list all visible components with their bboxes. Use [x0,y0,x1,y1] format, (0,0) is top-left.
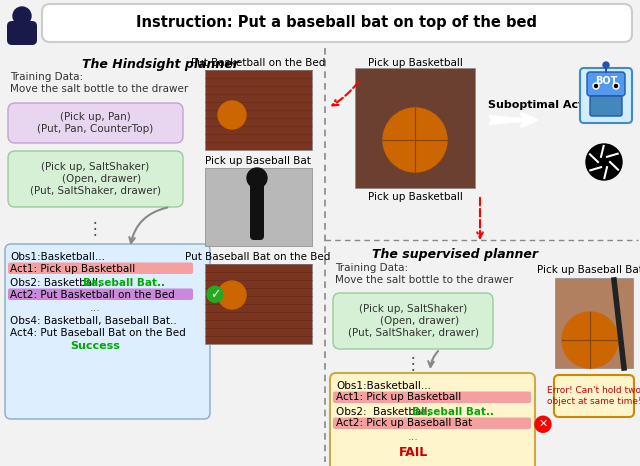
FancyBboxPatch shape [554,375,634,417]
FancyBboxPatch shape [7,21,37,45]
Text: Training Data:
Move the salt bottle to the drawer: Training Data: Move the salt bottle to t… [335,263,513,285]
Circle shape [593,83,599,89]
Text: Act1: Pick up Basketball: Act1: Pick up Basketball [10,263,135,274]
Circle shape [613,83,619,89]
Text: Suboptimal Action: Suboptimal Action [488,100,602,110]
Text: Put Baseball Bat on the Bed: Put Baseball Bat on the Bed [186,252,331,262]
Text: Obs2: Basketball,: Obs2: Basketball, [10,278,105,288]
FancyBboxPatch shape [250,170,264,240]
FancyBboxPatch shape [8,288,193,300]
Text: Error! Can't hold two
object at same time!: Error! Can't hold two object at same tim… [547,386,640,406]
Text: Pick up Basketball: Pick up Basketball [367,192,463,202]
Text: ⋮: ⋮ [404,355,421,373]
Text: Act1: Pick up Basketball: Act1: Pick up Basketball [336,392,461,403]
Text: Obs1:Basketball...: Obs1:Basketball... [336,381,431,391]
Circle shape [535,416,551,432]
Text: Pick up Baseball Bat: Pick up Baseball Bat [537,265,640,275]
FancyBboxPatch shape [330,373,535,466]
Text: Baseball Bat..: Baseball Bat.. [83,278,165,288]
Text: Obs2:  Basketball,: Obs2: Basketball, [336,407,434,417]
Text: ✓: ✓ [210,288,220,301]
Bar [555,278,633,368]
FancyBboxPatch shape [580,68,632,123]
Text: Obs1:Basketball...: Obs1:Basketball... [10,252,105,262]
Bar [205,168,312,246]
Circle shape [562,312,618,368]
Text: FAIL: FAIL [398,446,428,459]
FancyBboxPatch shape [5,244,210,419]
Circle shape [614,84,618,88]
Bar [205,264,312,344]
FancyBboxPatch shape [8,262,193,274]
FancyBboxPatch shape [8,103,183,143]
Bar [205,70,312,150]
Circle shape [247,168,267,188]
Text: Success: Success [70,341,120,351]
FancyBboxPatch shape [333,418,531,429]
Bar [355,68,475,188]
Text: ...: ... [90,303,100,313]
Text: Act2: Put Basketball on the Bed: Act2: Put Basketball on the Bed [10,289,175,300]
Text: Pick up Baseball Bat: Pick up Baseball Bat [205,156,311,166]
FancyBboxPatch shape [8,151,183,207]
Text: (Pick up, Pan)
(Put, Pan, CounterTop): (Pick up, Pan) (Put, Pan, CounterTop) [37,112,153,134]
Text: Training Data:
Move the salt bottle to the drawer: Training Data: Move the salt bottle to t… [10,72,188,94]
Text: Act4: Put Baseball Bat on the Bed: Act4: Put Baseball Bat on the Bed [10,328,186,337]
Text: ⋮: ⋮ [86,220,103,238]
FancyBboxPatch shape [42,4,632,42]
Circle shape [218,101,246,129]
Circle shape [603,62,609,68]
Text: Instruction: Put a baseball bat on top of the bed: Instruction: Put a baseball bat on top o… [136,15,538,30]
FancyBboxPatch shape [333,293,493,349]
Text: Obs4: Basketball, Baseball Bat..: Obs4: Basketball, Baseball Bat.. [10,316,177,326]
Circle shape [13,7,31,25]
Text: (Pick up, SaltShaker)
    (Open, drawer)
(Put, SaltShaker, drawer): (Pick up, SaltShaker) (Open, drawer) (Pu… [29,162,161,196]
Text: Baseball Bat..: Baseball Bat.. [412,407,494,417]
Circle shape [586,144,622,180]
Circle shape [218,281,246,309]
Text: The supervised planner: The supervised planner [372,248,538,261]
Text: ...: ... [408,432,419,442]
Text: ✕: ✕ [538,419,548,429]
Circle shape [383,108,447,172]
FancyBboxPatch shape [590,96,622,116]
Text: BOT: BOT [595,76,617,86]
FancyArrowPatch shape [490,113,537,127]
Text: The Hindsight planner: The Hindsight planner [81,58,239,71]
FancyBboxPatch shape [333,391,531,403]
Text: Pick up Basketball: Pick up Basketball [367,58,463,68]
Text: (Pick up, SaltShaker)
    (Open, drawer)
(Put, SaltShaker, drawer): (Pick up, SaltShaker) (Open, drawer) (Pu… [348,304,479,337]
Text: Put Basketball on the Bed: Put Basketball on the Bed [191,58,325,68]
Circle shape [207,286,223,302]
FancyBboxPatch shape [587,72,625,96]
Circle shape [595,84,598,88]
Text: Act2: Pick up Baseball Bat: Act2: Pick up Baseball Bat [336,418,472,429]
